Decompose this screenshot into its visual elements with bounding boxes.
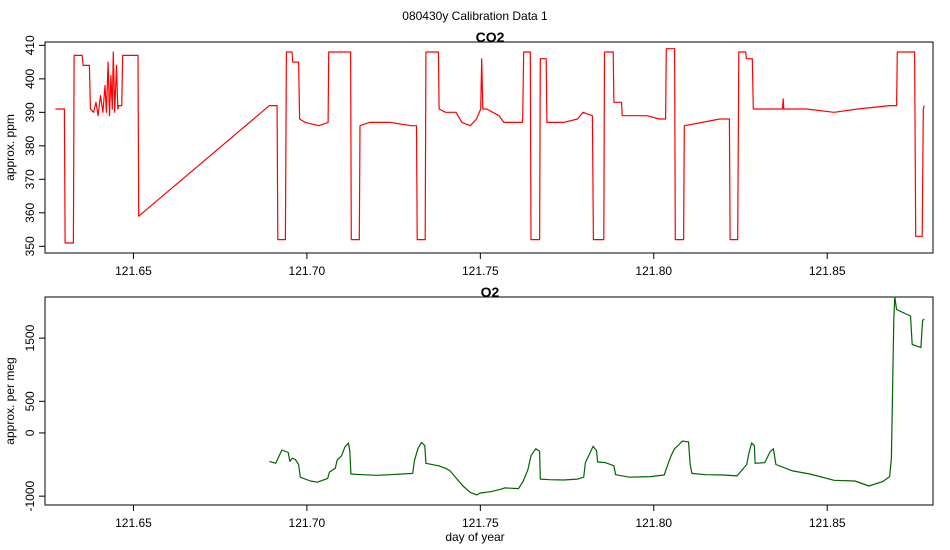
co2-y-tick-label: 410	[23, 35, 37, 55]
o2-y-tick-label: 1500	[23, 324, 37, 351]
o2-x-tick-label: 121.70	[289, 516, 326, 530]
co2-y-tick-label: 360	[23, 202, 37, 222]
o2-x-tick-label: 121.65	[115, 516, 152, 530]
co2-x-tick-label: 121.70	[289, 264, 326, 278]
o2-y-axis: -1000 0 500 1500	[23, 324, 45, 512]
co2-y-tick-label: 350	[23, 236, 37, 256]
co2-x-tick-label: 121.85	[809, 264, 846, 278]
o2-panel: O2 approx. per meg 121.65 121.70 121.75 121…	[3, 284, 934, 530]
co2-panel-title: CO2	[476, 29, 505, 45]
o2-plot-frame	[44, 296, 934, 506]
o2-y-tick-label: -1000	[23, 480, 37, 511]
co2-y-tick-label: 400	[23, 69, 37, 89]
co2-x-tick-label: 121.75	[462, 264, 499, 278]
co2-y-tick-label: 390	[23, 102, 37, 122]
o2-y-tick-label: 500	[23, 391, 37, 411]
co2-plot-frame	[44, 41, 934, 254]
figure-suptitle: 080430y Calibration Data 1	[402, 9, 548, 23]
co2-y-tick-label: 370	[23, 169, 37, 189]
co2-x-tick-label: 121.65	[115, 264, 152, 278]
x-axis-label: day of year	[445, 530, 504, 544]
o2-series-group	[269, 296, 925, 496]
o2-x-axis: 121.65 121.70 121.75 121.80 121.85	[115, 505, 846, 530]
co2-y-tick-label: 380	[23, 135, 37, 155]
o2-ylabel: approx. per meg	[3, 357, 17, 444]
o2-y-tick-label: 0	[23, 429, 37, 436]
co2-y-axis: 350 360 370 380 390 400 410	[23, 35, 45, 256]
co2-x-tick-label: 121.80	[635, 264, 672, 278]
co2-series-line	[55, 48, 925, 244]
co2-ylabel: approx. ppm	[3, 114, 17, 181]
o2-x-tick-label: 121.85	[809, 516, 846, 530]
o2-panel-title: O2	[481, 284, 500, 300]
o2-x-tick-label: 121.75	[462, 516, 499, 530]
o2-series-line	[269, 296, 925, 496]
co2-panel: CO2 approx. ppm 121.65 121.70 121.75 121.80…	[3, 29, 934, 278]
co2-x-axis: 121.65 121.70 121.75 121.80 121.85	[115, 253, 846, 278]
o2-x-tick-label: 121.80	[635, 516, 672, 530]
co2-series-group	[55, 48, 925, 244]
